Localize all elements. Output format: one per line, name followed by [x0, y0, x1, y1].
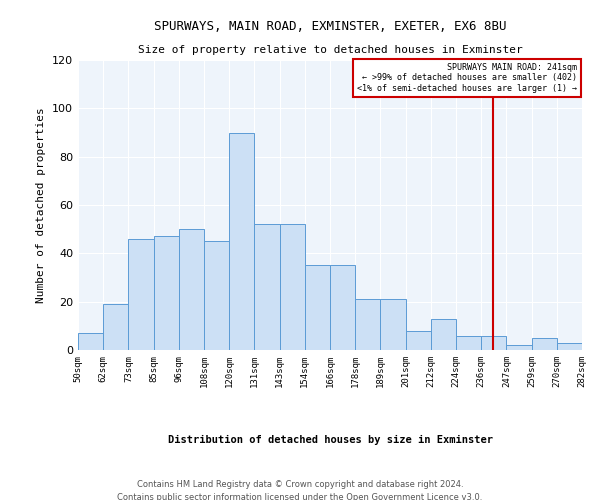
Y-axis label: Number of detached properties: Number of detached properties [37, 107, 46, 303]
Bar [254, 224, 280, 350]
Text: Distribution of detached houses by size in Exminster: Distribution of detached houses by size … [167, 435, 493, 445]
Bar [380, 299, 406, 350]
Text: Contains public sector information licensed under the Open Government Licence v3: Contains public sector information licen… [118, 492, 482, 500]
Text: Size of property relative to detached houses in Exminster: Size of property relative to detached ho… [137, 45, 523, 55]
Bar [179, 229, 204, 350]
Bar [355, 299, 380, 350]
Bar [229, 132, 254, 350]
Bar [456, 336, 481, 350]
Bar [557, 343, 582, 350]
Bar [128, 239, 154, 350]
Bar [406, 330, 431, 350]
Bar [330, 266, 355, 350]
Bar [103, 304, 128, 350]
Bar [431, 318, 456, 350]
Bar [506, 345, 532, 350]
Bar [305, 266, 330, 350]
Bar [78, 333, 103, 350]
Text: SPURWAYS MAIN ROAD: 241sqm
← >99% of detached houses are smaller (402)
<1% of se: SPURWAYS MAIN ROAD: 241sqm ← >99% of det… [357, 63, 577, 92]
Bar [481, 336, 506, 350]
Bar [204, 242, 229, 350]
Bar [532, 338, 557, 350]
Bar [154, 236, 179, 350]
Text: SPURWAYS, MAIN ROAD, EXMINSTER, EXETER, EX6 8BU: SPURWAYS, MAIN ROAD, EXMINSTER, EXETER, … [154, 20, 506, 33]
Text: Contains HM Land Registry data © Crown copyright and database right 2024.: Contains HM Land Registry data © Crown c… [137, 480, 463, 489]
Bar [280, 224, 305, 350]
